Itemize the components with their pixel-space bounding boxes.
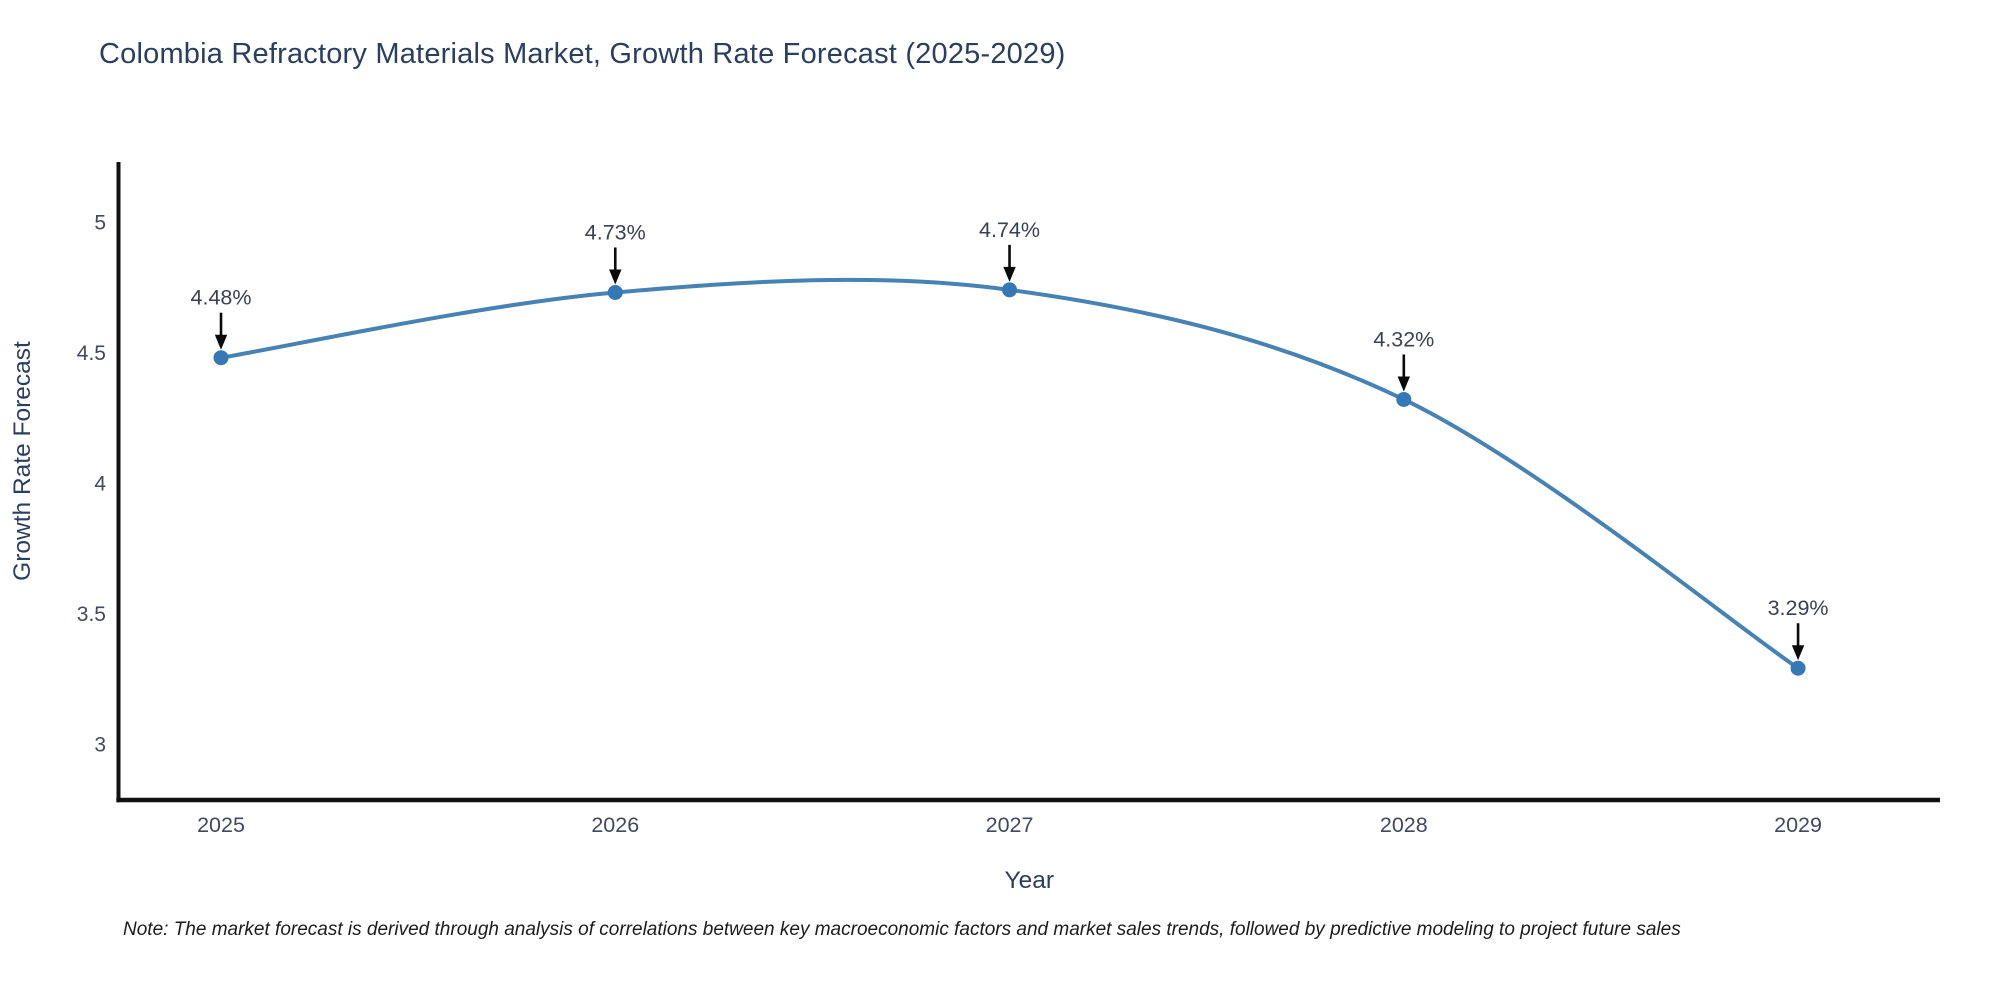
forecast-line (219, 277, 1801, 671)
x-tick-label: 2026 (591, 813, 639, 837)
y-tick-label: 5 (94, 212, 106, 235)
x-axis-title: Year (1004, 867, 1054, 894)
x-tick-label: 2029 (1774, 813, 1822, 837)
data-label: 3.29% (1768, 596, 1829, 620)
y-tick-label: 4 (94, 472, 106, 495)
x-tick-label: 2028 (1380, 813, 1428, 837)
y-axis-title: Growth Rate Forecast (9, 341, 36, 581)
data-point-marker (1002, 282, 1018, 298)
x-tick-label: 2025 (197, 813, 245, 837)
y-tick-label: 4.5 (77, 342, 106, 365)
annotation-arrowhead (1397, 376, 1411, 392)
annotation-arrowhead (609, 269, 622, 285)
y-tick-label: 3 (94, 733, 106, 756)
annotation-arrowhead (1791, 645, 1805, 661)
annotation-arrowhead (214, 334, 228, 350)
data-label: 4.74% (979, 218, 1040, 242)
x-tick-label: 2027 (986, 813, 1034, 837)
data-point-marker (213, 350, 229, 366)
data-point-marker (607, 284, 623, 300)
data-point-marker (1790, 660, 1806, 676)
y-tick-label: 3.5 (77, 603, 106, 626)
data-label: 4.32% (1373, 327, 1434, 351)
annotation-arrowhead (1003, 266, 1016, 282)
data-label: 4.48% (191, 286, 252, 310)
data-label: 4.73% (585, 220, 646, 244)
data-point-marker (1396, 391, 1412, 407)
chart-footnote: Note: The market forecast is derived thr… (123, 919, 1681, 940)
chart-title: Colombia Refractory Materials Market, Gr… (99, 38, 1066, 70)
